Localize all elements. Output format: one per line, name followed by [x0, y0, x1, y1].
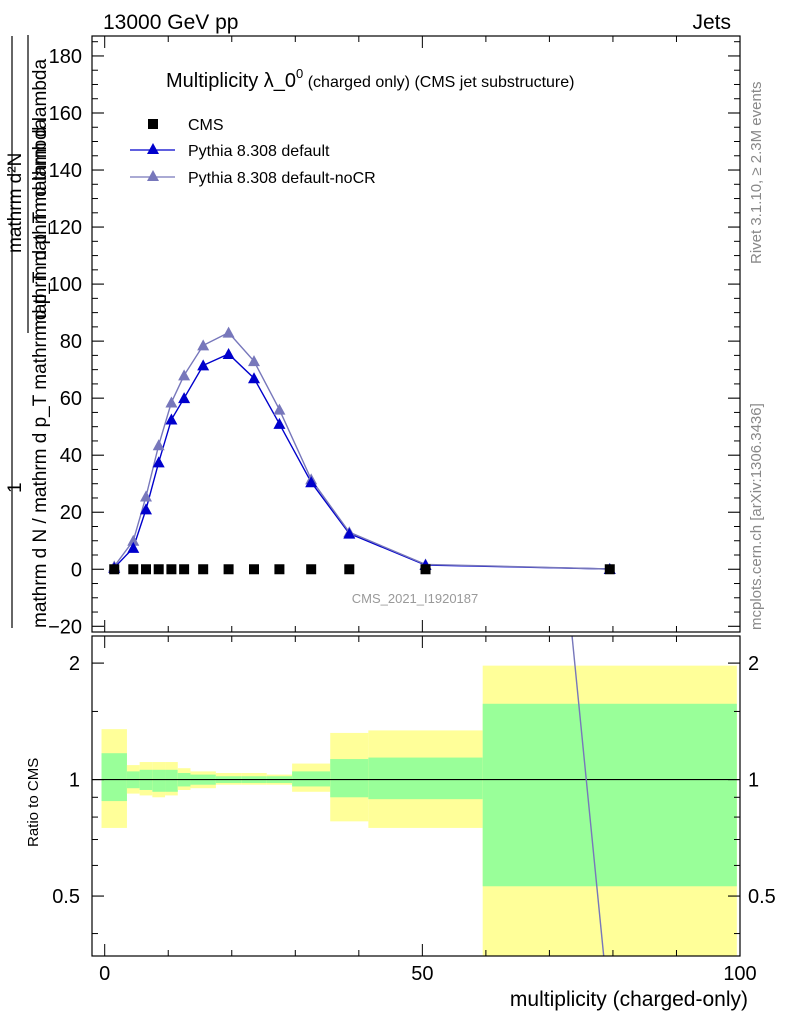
y-tick-label: 40 [60, 445, 82, 467]
y-tick-label: 80 [60, 331, 82, 353]
x-tick-label: 0 [99, 963, 110, 985]
data-point-pythia-default [197, 359, 210, 371]
data-point-pythia-nocr [152, 439, 165, 451]
y-tick-label: 0 [71, 559, 82, 581]
data-point-pythia-default [248, 372, 260, 384]
y-label-inner-numerator: mathrm d²N [5, 153, 26, 253]
y-label-outer-numerator: 1 [5, 482, 26, 493]
plot-title: Multiplicity λ_00 (charged only) (CMS je… [166, 66, 574, 92]
data-point-pythia-default [222, 347, 235, 359]
y-tick-label: 100 [49, 274, 82, 296]
data-point-pythia-default [178, 392, 191, 404]
data-point-pythia-nocr [248, 355, 260, 367]
series-line-pythia-default [113, 353, 610, 570]
x-tick-label: 100 [723, 963, 756, 985]
ratio-inner-band [165, 769, 178, 792]
data-point-cms [604, 564, 615, 575]
data-point-pythia-nocr [197, 339, 210, 351]
ratio-y-tick-label-right: 0.5 [748, 886, 776, 908]
data-point-cms [420, 564, 431, 575]
data-point-pythia-default [305, 476, 318, 488]
main-y-axis-label: mathrm d²N mathrm d p_T mathrm d lambda … [5, 35, 51, 628]
data-point-cms [153, 564, 164, 575]
ratio-inner-band [482, 703, 737, 887]
data-point-pythia-nocr [127, 534, 140, 546]
ratio-plot-panel: 0.5 0.5 1 1 2 2 0 50 100 [52, 635, 776, 985]
legend-marker-cms [148, 119, 158, 129]
data-point-pythia-nocr [140, 490, 152, 502]
legend-label-cms: CMS [188, 117, 224, 134]
header-energy-label: 13000 GeV pp [103, 11, 238, 34]
x-tick-label: 50 [411, 963, 433, 985]
ratio-y-tick-label-right: 2 [748, 653, 759, 675]
data-point-pythia-nocr [178, 369, 191, 381]
legend-label-pythia-nocr: Pythia 8.308 default-noCR [188, 170, 376, 187]
ratio-inner-band [368, 757, 483, 800]
ratio-inner-band [152, 769, 166, 792]
ratio-inner-band [330, 759, 369, 798]
rivet-version-label: Rivet 3.1.10, ≥ 2.3M events [748, 82, 765, 265]
data-point-pythia-nocr [273, 403, 286, 415]
legend-label-pythia-default: Pythia 8.308 default [188, 143, 330, 160]
data-point-pythia-default [343, 527, 356, 539]
data-point-cms [249, 564, 259, 575]
data-point-cms [141, 564, 151, 575]
data-point-cms [344, 564, 355, 575]
data-point-cms [109, 564, 120, 575]
y-tick-label: −20 [48, 616, 82, 638]
legend: CMS Pythia 8.308 default Pythia 8.308 de… [130, 117, 376, 187]
ratio-inner-band [292, 771, 331, 787]
legend-marker-pythia-nocr [147, 170, 159, 181]
analysis-label: CMS_2021_I1920187 [352, 591, 479, 606]
mcplots-reference-label: mcplots.cern.ch [arXiv:1306.3436] [748, 403, 765, 630]
ratio-line-pythia-nocr [571, 635, 605, 957]
data-point-cms [306, 564, 317, 575]
y-label-inner-denominator: mathrm d p_T mathrm d lambda [30, 59, 51, 330]
y-tick-label: 60 [60, 388, 82, 410]
data-point-cms [223, 564, 234, 575]
ratio-plot-frame [91, 635, 741, 957]
data-point-cms [179, 564, 190, 575]
header-process-label: Jets [692, 11, 731, 34]
y-label-outer-denominator: mathrm d N / mathrm d p_T mathrm d p_T m… [30, 118, 51, 628]
data-point-pythia-default [152, 456, 165, 468]
ratio-y-tick-label: 2 [69, 653, 80, 675]
main-plot-frame [91, 35, 741, 633]
main-plot-panel: −20 0 20 40 60 80 100 120 140 160 180 Multiplicity… [48, 35, 741, 638]
series-line-pythia-nocr [113, 331, 610, 570]
data-point-pythia-nocr [222, 326, 235, 338]
data-point-pythia-default [273, 417, 286, 429]
x-axis-label: multiplicity (charged-only) [510, 988, 748, 1011]
data-point-cms [166, 564, 177, 575]
ratio-y-tick-label-right: 1 [748, 770, 759, 792]
data-point-pythia-default [140, 503, 152, 515]
legend-marker-pythia-default [147, 143, 159, 154]
y-tick-label: 180 [49, 46, 82, 68]
data-point-cms [128, 564, 139, 575]
data-point-cms [274, 564, 285, 575]
ratio-y-tick-label: 1 [69, 770, 80, 792]
ratio-y-tick-label: 0.5 [52, 886, 80, 908]
ratio-y-axis-label: Ratio to CMS [25, 758, 42, 847]
ratio-inner-band [101, 753, 127, 802]
data-point-cms [198, 564, 209, 575]
y-tick-label: 120 [49, 217, 82, 239]
y-tick-label: 140 [49, 160, 82, 182]
data-point-pythia-default [165, 413, 178, 425]
data-point-pythia-nocr [165, 396, 178, 408]
data-point-pythia-default [127, 541, 140, 553]
y-tick-label: 20 [60, 502, 82, 524]
y-tick-label: 160 [49, 103, 82, 125]
